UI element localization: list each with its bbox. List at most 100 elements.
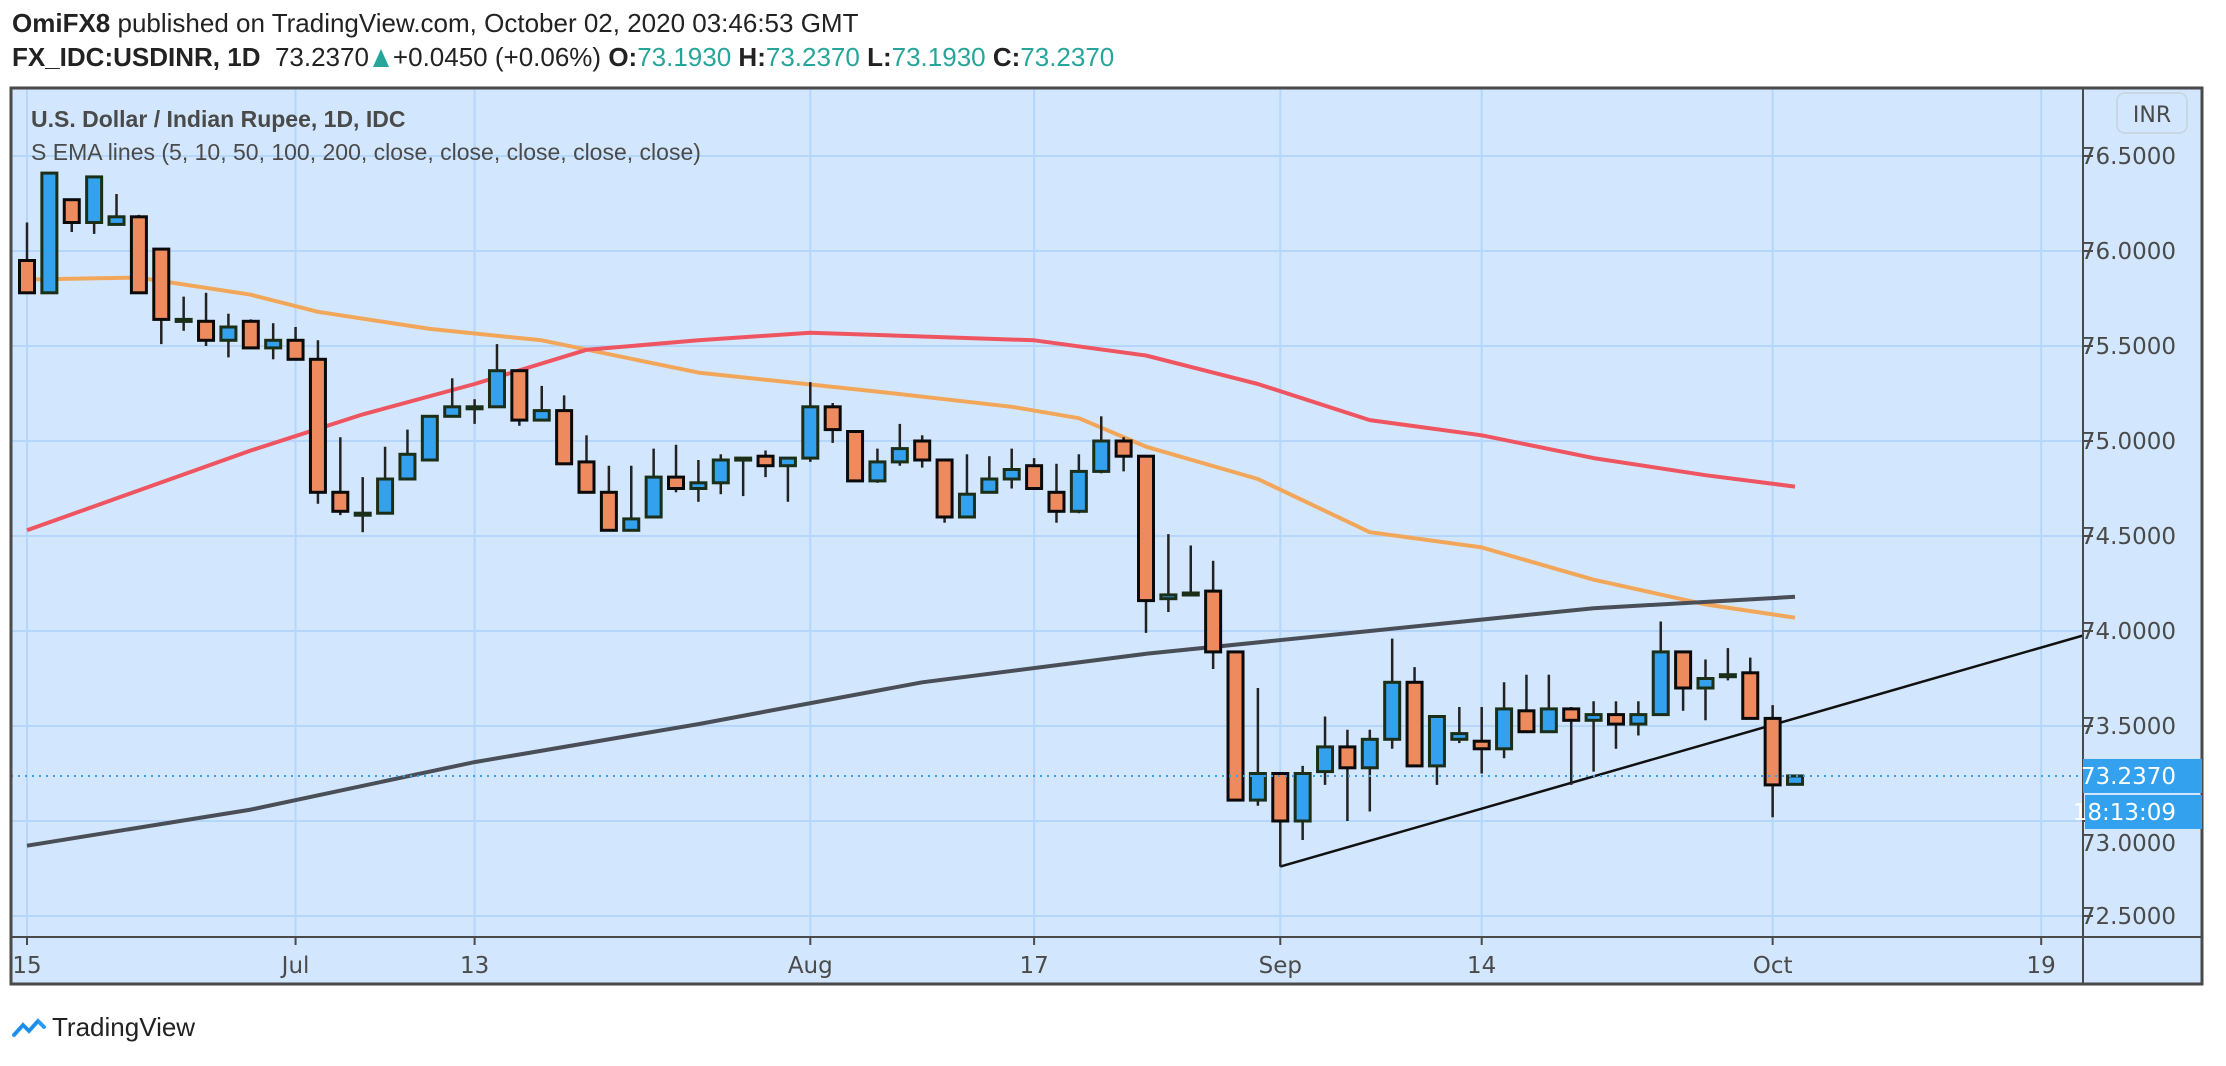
candle-body-up xyxy=(890,447,909,464)
candle-body-down xyxy=(599,490,618,532)
candle-body-down xyxy=(197,319,216,342)
candle xyxy=(1025,458,1044,491)
chart-title[interactable]: U.S. Dollar / Indian Rupee, 1D, IDC xyxy=(31,106,406,132)
price-tick-label: 75.0000 xyxy=(2081,429,2176,455)
candle-body-down xyxy=(241,319,260,350)
candle-body-up xyxy=(734,456,753,462)
candle xyxy=(1629,701,1648,736)
candle-body-down xyxy=(1114,439,1133,458)
candle-body-up xyxy=(174,317,193,323)
candle xyxy=(129,214,148,295)
candle xyxy=(1674,650,1693,711)
tradingview-logo[interactable]: TradingView xyxy=(12,1012,195,1043)
candle-body-down xyxy=(510,369,529,422)
candle xyxy=(62,198,81,232)
last-price: 73.2370 xyxy=(274,42,369,72)
candle-body-up xyxy=(689,481,708,490)
candle xyxy=(1450,707,1469,744)
candle xyxy=(353,477,372,533)
trendline-segment[interactable] xyxy=(1279,634,2084,868)
current-price-text: 73.2370 xyxy=(2081,764,2176,790)
candle xyxy=(510,369,529,426)
candle xyxy=(197,292,216,346)
candle-body-down xyxy=(1472,739,1491,751)
candle-body-down xyxy=(308,357,327,494)
time-tick-label: 15 xyxy=(12,953,41,979)
author[interactable]: OmiFX8 xyxy=(12,8,111,38)
candle-body-up xyxy=(1360,737,1379,770)
candle xyxy=(1495,682,1514,759)
candle-body-up xyxy=(1696,677,1715,690)
candle xyxy=(1539,674,1558,734)
published-text: published on TradingView.com, October 02… xyxy=(117,8,859,38)
candle xyxy=(420,414,439,462)
candle-body-up xyxy=(1584,713,1603,722)
candle xyxy=(1047,463,1066,523)
candle xyxy=(85,175,104,234)
candle-body-up xyxy=(1629,713,1648,726)
candle xyxy=(1002,448,1021,489)
candle-body-up xyxy=(1069,469,1088,513)
candle xyxy=(1248,688,1267,806)
candle-body-up xyxy=(219,325,238,342)
candle-body-up xyxy=(778,456,797,468)
indicator-legend[interactable]: S EMA lines (5, 10, 50, 100, 200, close,… xyxy=(31,139,701,165)
candle xyxy=(890,423,909,466)
open-value: 73.1930 xyxy=(637,42,732,72)
time-tick-label: 14 xyxy=(1467,953,1496,979)
time-axis[interactable]: 15 Jul 13 Aug 17 Sep 14 Oct 19 xyxy=(12,937,2056,979)
candle xyxy=(487,344,506,409)
candle-body-up xyxy=(1539,707,1558,734)
candle-body-up xyxy=(1786,774,1805,786)
price-axis[interactable]: 72.5000 73.0000 73.5000 74.0000 74.5000 75.00… xyxy=(2081,144,2176,930)
open-label: O: xyxy=(608,42,638,72)
candle xyxy=(443,378,462,418)
candle xyxy=(622,465,641,532)
candle-body-up xyxy=(980,477,999,494)
candle xyxy=(1696,659,1715,721)
brand-name: TradingView xyxy=(52,1012,196,1042)
candle xyxy=(711,454,730,495)
candle xyxy=(264,323,283,360)
candle xyxy=(868,448,887,483)
symbol-info: FX_IDC:USDINR, 1D 73.2370 +0.0450 (+0.06%… xyxy=(12,42,1114,73)
price-tick-label: 76.0000 xyxy=(2081,239,2176,265)
candle xyxy=(1360,729,1379,812)
candle-body-down xyxy=(555,409,574,466)
candle xyxy=(1562,707,1581,785)
high-label: H: xyxy=(738,42,766,72)
countdown-text: 18:13:09 xyxy=(2073,800,2176,826)
price-tick-label: 75.5000 xyxy=(2081,334,2176,360)
candle xyxy=(1472,707,1491,774)
candle-body-down xyxy=(1338,745,1357,770)
candle xyxy=(1763,705,1782,818)
candle xyxy=(532,385,551,422)
price-tick-label: 73.5000 xyxy=(2081,714,2176,740)
candle xyxy=(398,429,417,481)
candle-body-down xyxy=(1226,650,1245,802)
currency-badge[interactable] xyxy=(2116,92,2188,134)
candle xyxy=(376,446,395,515)
candle-body-up xyxy=(443,405,462,418)
candle xyxy=(1405,667,1424,768)
candle xyxy=(1517,674,1536,734)
candle xyxy=(1293,765,1312,840)
candle xyxy=(1114,437,1133,472)
candle-body-up xyxy=(1293,772,1312,823)
candle xyxy=(1606,701,1625,749)
candle-body-down xyxy=(1405,680,1424,768)
candle xyxy=(577,435,596,494)
candle-body-up xyxy=(532,409,551,422)
candle-body-up xyxy=(1002,468,1021,481)
price-tick-label: 76.5000 xyxy=(2081,144,2176,170)
candle xyxy=(801,382,820,462)
candle-body-up xyxy=(711,458,730,485)
candle xyxy=(40,171,59,295)
candle-body-down xyxy=(152,247,171,321)
candle-body-down xyxy=(846,430,865,483)
candle-body-down xyxy=(62,198,81,224)
candle-body-up xyxy=(107,215,126,226)
trendline[interactable] xyxy=(1279,634,2084,868)
candle xyxy=(1271,772,1290,867)
